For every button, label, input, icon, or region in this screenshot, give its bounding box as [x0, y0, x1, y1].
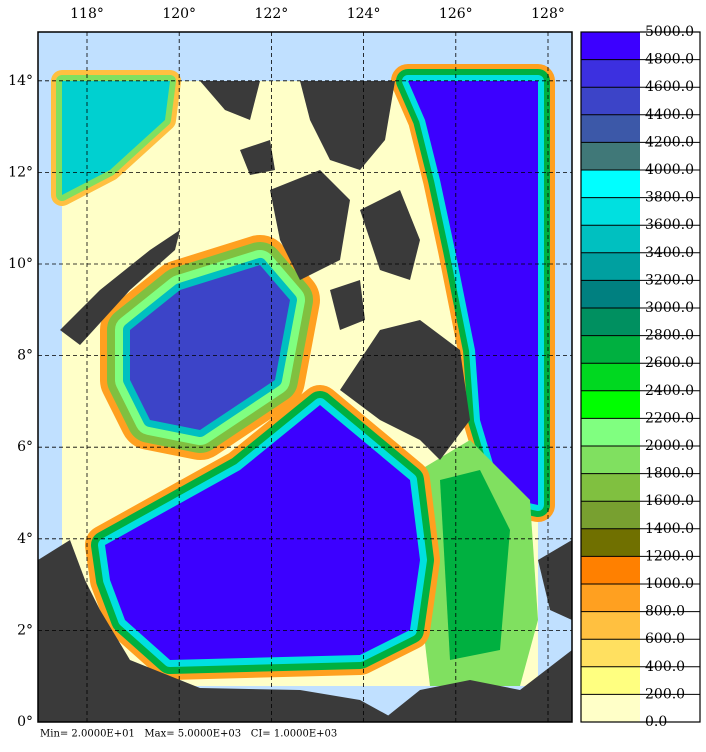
colorbar-band	[581, 666, 640, 695]
samar	[360, 190, 420, 280]
colorbar-label: 4000.0	[645, 162, 694, 178]
colorbar-band	[581, 694, 640, 722]
colorbar-band	[581, 584, 640, 612]
colorbar-band	[581, 114, 640, 143]
colorbar-label: 3800.0	[645, 190, 694, 206]
colorbar-band	[581, 556, 640, 584]
colorbar-label: 800.0	[645, 604, 685, 620]
colorbar-band	[581, 390, 640, 419]
y-tick-label: 14°	[8, 73, 33, 89]
y-tick-label: 8°	[17, 348, 33, 364]
colorbar-label: 2200.0	[645, 410, 694, 426]
x-tick-label: 120°	[162, 6, 196, 22]
colorbar-label: 1600.0	[645, 493, 694, 509]
colorbar-band	[581, 501, 640, 529]
halmahera	[538, 540, 572, 620]
colorbar-band	[581, 473, 640, 502]
x-tick-label: 126°	[439, 6, 473, 22]
island	[200, 81, 260, 120]
colorbar-band	[581, 197, 640, 226]
colorbar-band	[581, 170, 640, 198]
panay	[270, 170, 350, 280]
colorbar-label: 3000.0	[645, 300, 694, 316]
colorbar-band	[581, 418, 640, 446]
mindoro	[240, 140, 275, 175]
y-tick-label: 10°	[8, 256, 33, 272]
y-tick-label: 0°	[17, 714, 33, 730]
molucca-basin	[440, 470, 510, 660]
x-tick-label: 118°	[70, 6, 104, 22]
colorbar-band	[581, 252, 640, 281]
colorbar-label: 1200.0	[645, 548, 694, 564]
colorbar-label: 2400.0	[645, 383, 694, 399]
colorbar-label: 1000.0	[645, 576, 694, 592]
colorbar-band	[581, 611, 640, 640]
x-tick-label: 124°	[347, 6, 381, 22]
colorbar-label: 3400.0	[645, 245, 694, 261]
colorbar-label: 2600.0	[645, 355, 694, 371]
land	[38, 81, 572, 722]
colorbar-band	[581, 363, 640, 391]
colorbar-label: 1400.0	[645, 521, 694, 537]
colorbar-frame	[580, 31, 701, 723]
colorbar-band	[581, 142, 640, 170]
colorbar-label: 3600.0	[645, 217, 694, 233]
colorbar: 0.0200.0400.0600.0800.01000.01200.01400.…	[580, 24, 701, 730]
y-tick-label: 12°	[8, 164, 33, 180]
colorbar-label: 4400.0	[645, 107, 694, 123]
colorbar-label: 3200.0	[645, 272, 694, 288]
colorbar-label: 4800.0	[645, 52, 694, 68]
y-tick-label: 4°	[17, 531, 33, 547]
luzon	[300, 81, 395, 170]
colorbar-label: 400.0	[645, 659, 685, 675]
colorbar-label: 2000.0	[645, 438, 694, 454]
celebes-sea	[85, 385, 440, 680]
sulu-sea	[100, 235, 320, 460]
y-tick-label: 2°	[17, 622, 33, 638]
grid: 118° 120° 122° 124° 126° 128° 0° 2° 4° 6° 8° 10° 12°…	[8, 6, 572, 730]
colorbar-label: 600.0	[645, 631, 685, 647]
colorbar-band	[581, 32, 640, 60]
colorbar-label: 200.0	[645, 686, 685, 702]
x-tick-label: 122°	[255, 6, 289, 22]
colorbar-band	[581, 335, 640, 364]
colorbar-band	[581, 446, 640, 474]
bohol	[330, 280, 365, 330]
palawan	[60, 230, 180, 345]
x-tick-label: 128°	[531, 6, 565, 22]
colorbar-band	[581, 87, 640, 115]
colorbar-band	[581, 308, 640, 336]
map-area	[38, 32, 572, 722]
y-tick-label: 6°	[17, 439, 33, 455]
colorbar-label: 4200.0	[645, 134, 694, 150]
footer-stats: Min= 2.0000E+01 Max= 5.0000E+03 CI= 1.00…	[40, 729, 337, 740]
colorbar-band	[581, 59, 640, 88]
colorbar-label: 1800.0	[645, 466, 694, 482]
philippine-sea	[391, 64, 555, 522]
colorbar-band	[581, 639, 640, 667]
colorbar-band	[581, 528, 640, 557]
mindanao	[340, 320, 470, 460]
sulawesi	[380, 650, 572, 722]
colorbar-label: 4600.0	[645, 79, 694, 95]
colorbar-band	[581, 280, 640, 308]
colorbar-band	[581, 225, 640, 253]
colorbar-label: 2800.0	[645, 328, 694, 344]
borneo	[38, 540, 400, 722]
